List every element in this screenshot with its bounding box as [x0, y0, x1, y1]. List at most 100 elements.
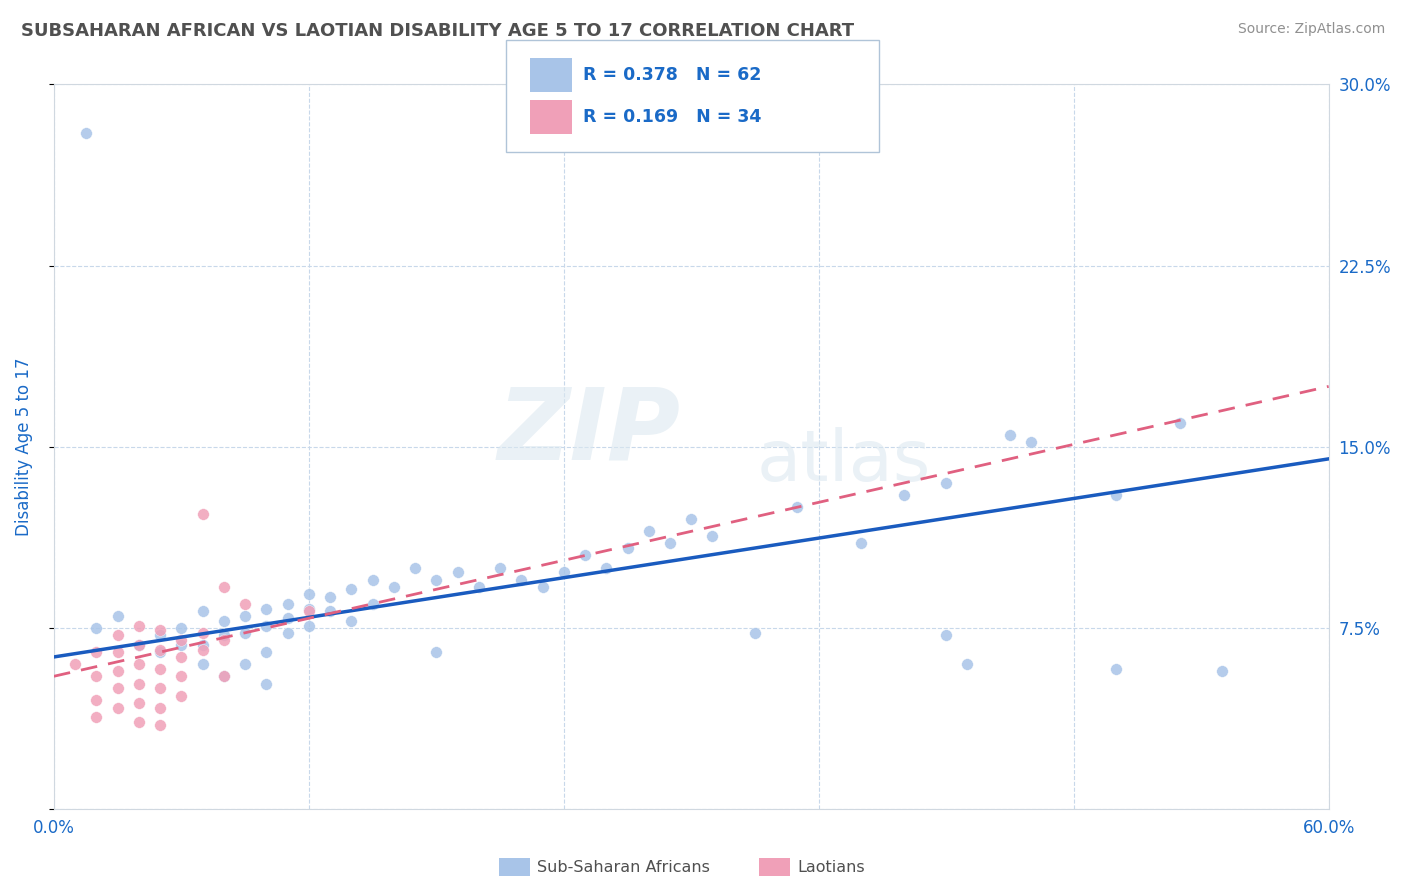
Point	[340, 614, 363, 628]
Point	[254, 645, 277, 659]
Text: ZIP: ZIP	[498, 384, 681, 481]
Point	[170, 621, 193, 635]
Y-axis label: Disability Age 5 to 17: Disability Age 5 to 17	[15, 358, 32, 536]
Point	[86, 710, 108, 724]
Point	[744, 625, 766, 640]
Point	[149, 645, 172, 659]
Text: SUBSAHARAN AFRICAN VS LAOTIAN DISABILITY AGE 5 TO 17 CORRELATION CHART: SUBSAHARAN AFRICAN VS LAOTIAN DISABILITY…	[21, 22, 855, 40]
Point	[191, 638, 214, 652]
Point	[212, 580, 235, 594]
Point	[128, 715, 150, 730]
Point	[254, 676, 277, 690]
Point	[107, 645, 129, 659]
Point	[361, 573, 384, 587]
Point	[1105, 662, 1128, 676]
Point	[681, 512, 703, 526]
Point	[233, 608, 256, 623]
Point	[128, 657, 150, 672]
Point	[956, 657, 979, 672]
Point	[149, 628, 172, 642]
Point	[382, 580, 405, 594]
Point	[212, 628, 235, 642]
Point	[86, 645, 108, 659]
Point	[1105, 488, 1128, 502]
Point	[107, 665, 129, 679]
Point	[128, 696, 150, 710]
Point	[149, 700, 172, 714]
Point	[128, 638, 150, 652]
Point	[75, 126, 97, 140]
Point	[170, 689, 193, 703]
Point	[149, 624, 172, 638]
Point	[298, 601, 321, 615]
Point	[170, 633, 193, 648]
Point	[298, 604, 321, 618]
Point	[86, 693, 108, 707]
Point	[170, 638, 193, 652]
Text: Sub-Saharan Africans: Sub-Saharan Africans	[537, 860, 710, 874]
Point	[149, 642, 172, 657]
Point	[277, 597, 299, 611]
Point	[998, 427, 1021, 442]
Point	[574, 549, 596, 563]
Text: Laotians: Laotians	[797, 860, 865, 874]
Point	[851, 536, 873, 550]
Point	[170, 669, 193, 683]
Point	[149, 717, 172, 731]
Point	[425, 573, 447, 587]
Point	[233, 625, 256, 640]
Point	[128, 618, 150, 632]
Point	[254, 601, 277, 615]
Point	[149, 681, 172, 696]
Point	[446, 566, 468, 580]
Point	[212, 669, 235, 683]
Point	[63, 657, 86, 672]
Point	[212, 614, 235, 628]
Point	[702, 529, 724, 543]
Point	[595, 560, 617, 574]
Point	[553, 566, 575, 580]
Point	[340, 582, 363, 597]
Point	[659, 536, 682, 550]
Point	[1211, 665, 1233, 679]
Point	[212, 669, 235, 683]
Point	[510, 573, 533, 587]
Point	[361, 597, 384, 611]
Point	[616, 541, 638, 556]
Point	[191, 625, 214, 640]
Point	[107, 628, 129, 642]
Point	[531, 580, 554, 594]
Text: Source: ZipAtlas.com: Source: ZipAtlas.com	[1237, 22, 1385, 37]
Point	[191, 657, 214, 672]
Point	[191, 642, 214, 657]
Point	[233, 597, 256, 611]
Point	[786, 500, 808, 515]
Point	[1168, 416, 1191, 430]
Point	[107, 700, 129, 714]
Point	[489, 560, 512, 574]
Point	[468, 580, 491, 594]
Point	[298, 587, 321, 601]
Point	[254, 618, 277, 632]
Point	[319, 590, 342, 604]
Text: R = 0.169   N = 34: R = 0.169 N = 34	[583, 108, 762, 126]
Point	[191, 508, 214, 522]
Point	[637, 524, 659, 539]
Point	[404, 560, 426, 574]
Point	[212, 633, 235, 648]
Point	[298, 618, 321, 632]
Point	[319, 604, 342, 618]
Point	[128, 676, 150, 690]
Point	[277, 611, 299, 625]
Point	[893, 488, 915, 502]
Text: R = 0.378   N = 62: R = 0.378 N = 62	[583, 66, 762, 84]
Point	[86, 669, 108, 683]
Point	[1019, 434, 1042, 449]
Point	[86, 621, 108, 635]
Point	[277, 625, 299, 640]
Text: atlas: atlas	[756, 426, 931, 496]
Point	[191, 604, 214, 618]
Point	[233, 657, 256, 672]
Point	[107, 608, 129, 623]
Point	[425, 645, 447, 659]
